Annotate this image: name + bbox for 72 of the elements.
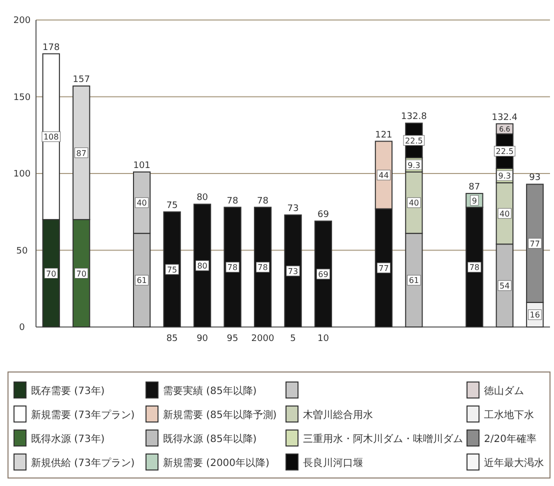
legend-label: 徳山ダム <box>484 385 524 397</box>
y-tick-label: 0 <box>19 323 26 333</box>
data-label: 16 <box>530 310 540 320</box>
data-label: 9 <box>472 196 477 206</box>
data-label: 9.3 <box>408 160 420 170</box>
y-tick-label: 50 <box>16 246 28 256</box>
legend-label: 三重用水・阿木川ダム・味噌川ダム <box>303 433 463 445</box>
total-label: 132.8 <box>401 112 428 122</box>
bar <box>193 204 212 328</box>
x-tick-label: 2000 <box>251 334 274 344</box>
data-label: 61 <box>408 276 420 286</box>
data-label: 69 <box>318 270 328 280</box>
total-label: 93 <box>529 173 541 184</box>
total-label: 80 <box>196 193 208 204</box>
data-label: 80 <box>197 262 208 271</box>
data-label: 22.5 <box>496 147 514 156</box>
total-label: 75 <box>166 200 178 211</box>
data-label: 40 <box>136 198 147 208</box>
data-label: 108 <box>43 132 59 142</box>
data-label: 44 <box>378 171 389 180</box>
data-label: 9.3 <box>498 172 512 181</box>
total-label: 121 <box>375 130 392 140</box>
bar <box>163 211 181 328</box>
legend-label: 新規需要 (73年プラン) <box>31 409 135 421</box>
data-label: 78 <box>469 263 480 272</box>
total-label: 132.4 <box>492 112 518 123</box>
legend-label: 新規需要 (85年以降予測) <box>163 409 277 421</box>
data-label: 78 <box>258 263 268 272</box>
legend-label: 2/20年確率 <box>484 433 536 445</box>
x-tick-label: 5 <box>290 334 296 344</box>
legend-label: 需要実績 (85年以降) <box>163 385 257 397</box>
data-label: 40 <box>408 198 420 208</box>
data-label: 54 <box>500 282 510 291</box>
data-label: 70 <box>76 269 86 278</box>
total-label: 87 <box>468 182 480 192</box>
data-label: 73 <box>288 266 298 276</box>
y-tick-label: 200 <box>13 16 31 26</box>
total-label: 178 <box>42 42 60 53</box>
legend-label: 新規需要 (2000年以降) <box>163 457 270 469</box>
x-tick-label: 95 <box>226 334 238 344</box>
bar <box>224 206 242 328</box>
legend-label: 既存需要 (73年) <box>31 385 105 397</box>
bar <box>314 220 332 328</box>
x-tick-label: 90 <box>196 334 208 344</box>
total-label: 157 <box>72 75 90 86</box>
bar <box>284 214 302 328</box>
legend-label: 新規供給 (73年プラン) <box>31 457 135 469</box>
data-label: 40 <box>500 209 510 218</box>
data-label: 87 <box>76 148 86 158</box>
legend-label: 木曽川総合用水 <box>303 409 373 421</box>
total-label: 69 <box>318 210 330 220</box>
legend-label: 工水地下水 <box>484 409 534 421</box>
legend-label: 既得水源 (73年) <box>31 433 105 445</box>
legend-label: 長良川河口堰 <box>303 457 363 469</box>
x-tick-label: 10 <box>318 334 330 344</box>
y-tick-label: 100 <box>13 170 31 180</box>
data-label: 61 <box>136 276 147 286</box>
total-label: 73 <box>287 204 299 214</box>
total-label: 101 <box>133 160 150 171</box>
legend-label: 既得水源 (85年以降) <box>163 433 257 445</box>
data-label: 77 <box>530 239 540 248</box>
x-tick-label: 85 <box>166 334 178 344</box>
data-label: 22.5 <box>405 136 423 146</box>
bar <box>254 206 272 328</box>
data-label: 77 <box>378 264 389 273</box>
data-label: 75 <box>166 265 178 274</box>
total-label: 78 <box>257 196 269 206</box>
data-label: 78 <box>227 263 238 272</box>
y-tick-label: 150 <box>13 92 31 103</box>
total-label: 78 <box>226 196 239 206</box>
data-label: 70 <box>46 269 56 278</box>
legend-label: 近年最大渇水 <box>484 457 544 469</box>
